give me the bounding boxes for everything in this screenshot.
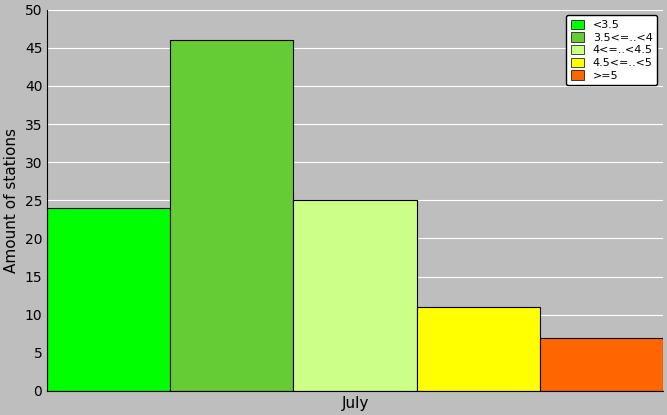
Bar (170, 40, 293, 391)
Bar (540, 337, 663, 391)
Legend: <3.5, 3.5<=..<4, 4<=..<4.5, 4.5<=..<5, >=5: <3.5, 3.5<=..<4, 4<=..<4.5, 4.5<=..<5, >… (566, 15, 657, 85)
Bar (417, 307, 540, 391)
Bar (47, 208, 170, 391)
Bar (293, 200, 417, 391)
Y-axis label: Amount of stations: Amount of stations (4, 128, 19, 273)
